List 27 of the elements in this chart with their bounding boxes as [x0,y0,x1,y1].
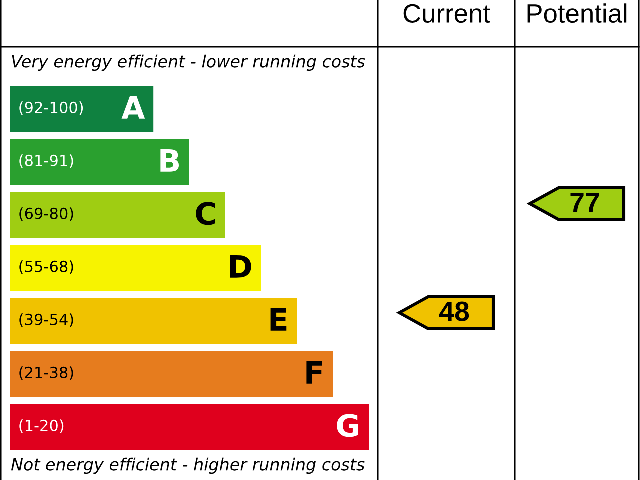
data-label: 77 [570,192,600,212]
y-tick-label: C [196,202,216,226]
annotation: (81-91) [20,154,74,168]
annotation: (69-80) [20,208,74,222]
annotation: (92-100) [20,102,84,116]
bar [10,192,226,238]
bar [10,86,154,132]
y-tick-label: E [270,308,287,331]
bar [10,245,262,291]
text: Not energy efficient - higher running costs [11,458,365,474]
annotation: (1-20) [20,420,64,434]
annotation: (21-38) [20,366,74,380]
category-label: Current [404,4,490,24]
bar [10,404,369,450]
y-tick-label: F [306,362,322,384]
bar [10,298,298,344]
text: Very energy efficient - lower running costs [12,54,366,72]
y-tick-label: B [160,150,180,172]
data-label: 48 [439,302,470,322]
bar [10,139,190,185]
category-label: Potential [528,4,627,24]
y-tick-label: D [230,256,252,278]
annotation: (39-54) [20,314,74,328]
y-tick-label: G [337,414,358,438]
annotation: (55-68) [20,260,74,274]
bar [10,351,334,397]
y-tick-label: A [122,96,146,119]
